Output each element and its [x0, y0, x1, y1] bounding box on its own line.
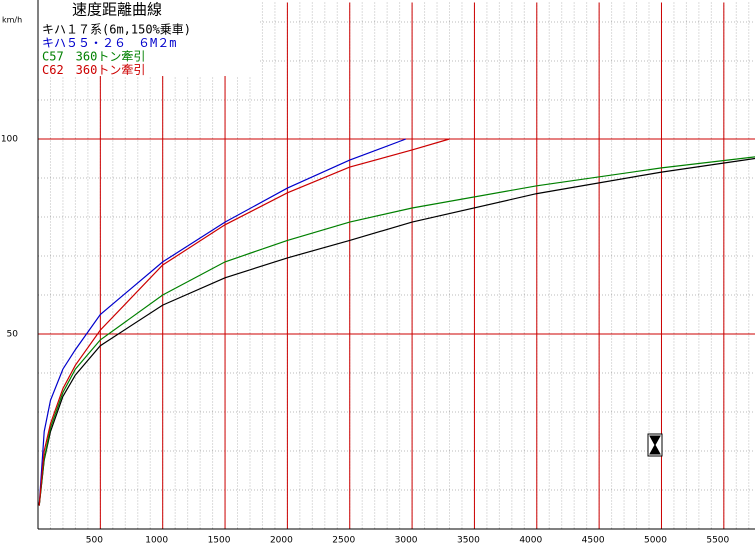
y-tick-label: 100	[1, 135, 18, 145]
legend-entry: キハ５５・２６ ６M２m	[42, 36, 176, 50]
x-tick-label: 5000	[644, 536, 667, 545]
series-line	[38, 138, 450, 506]
y-tick-label: 50	[7, 330, 19, 340]
legend-entry: C57 360トン牽引	[42, 49, 145, 64]
x-tick-label: 1500	[208, 536, 231, 545]
y-axis-label: km/h	[2, 16, 22, 25]
x-tick-label: 5500	[706, 536, 729, 545]
x-tick-label: 500	[86, 536, 103, 545]
x-tick-label: 4500	[582, 536, 605, 545]
series-line	[38, 138, 407, 506]
x-tick-label: 3500	[457, 536, 480, 545]
grid	[38, 2, 755, 529]
series-line	[38, 156, 755, 506]
x-tick-label: 2500	[332, 536, 355, 545]
x-tick-label: 1000	[145, 536, 168, 545]
legend-entry: C62 360トン牽引	[42, 62, 145, 77]
x-tick-label: 3000	[395, 536, 418, 545]
series-line	[38, 157, 755, 506]
legend-entry: キハ１７系(6m,150%乗車)	[42, 23, 191, 37]
chart-title: 速度距離曲線	[72, 1, 162, 19]
legend-box	[38, 0, 260, 76]
x-tick-label: 2000	[270, 536, 293, 545]
hourglass	[647, 433, 663, 457]
x-tick-label: 4000	[519, 536, 542, 545]
